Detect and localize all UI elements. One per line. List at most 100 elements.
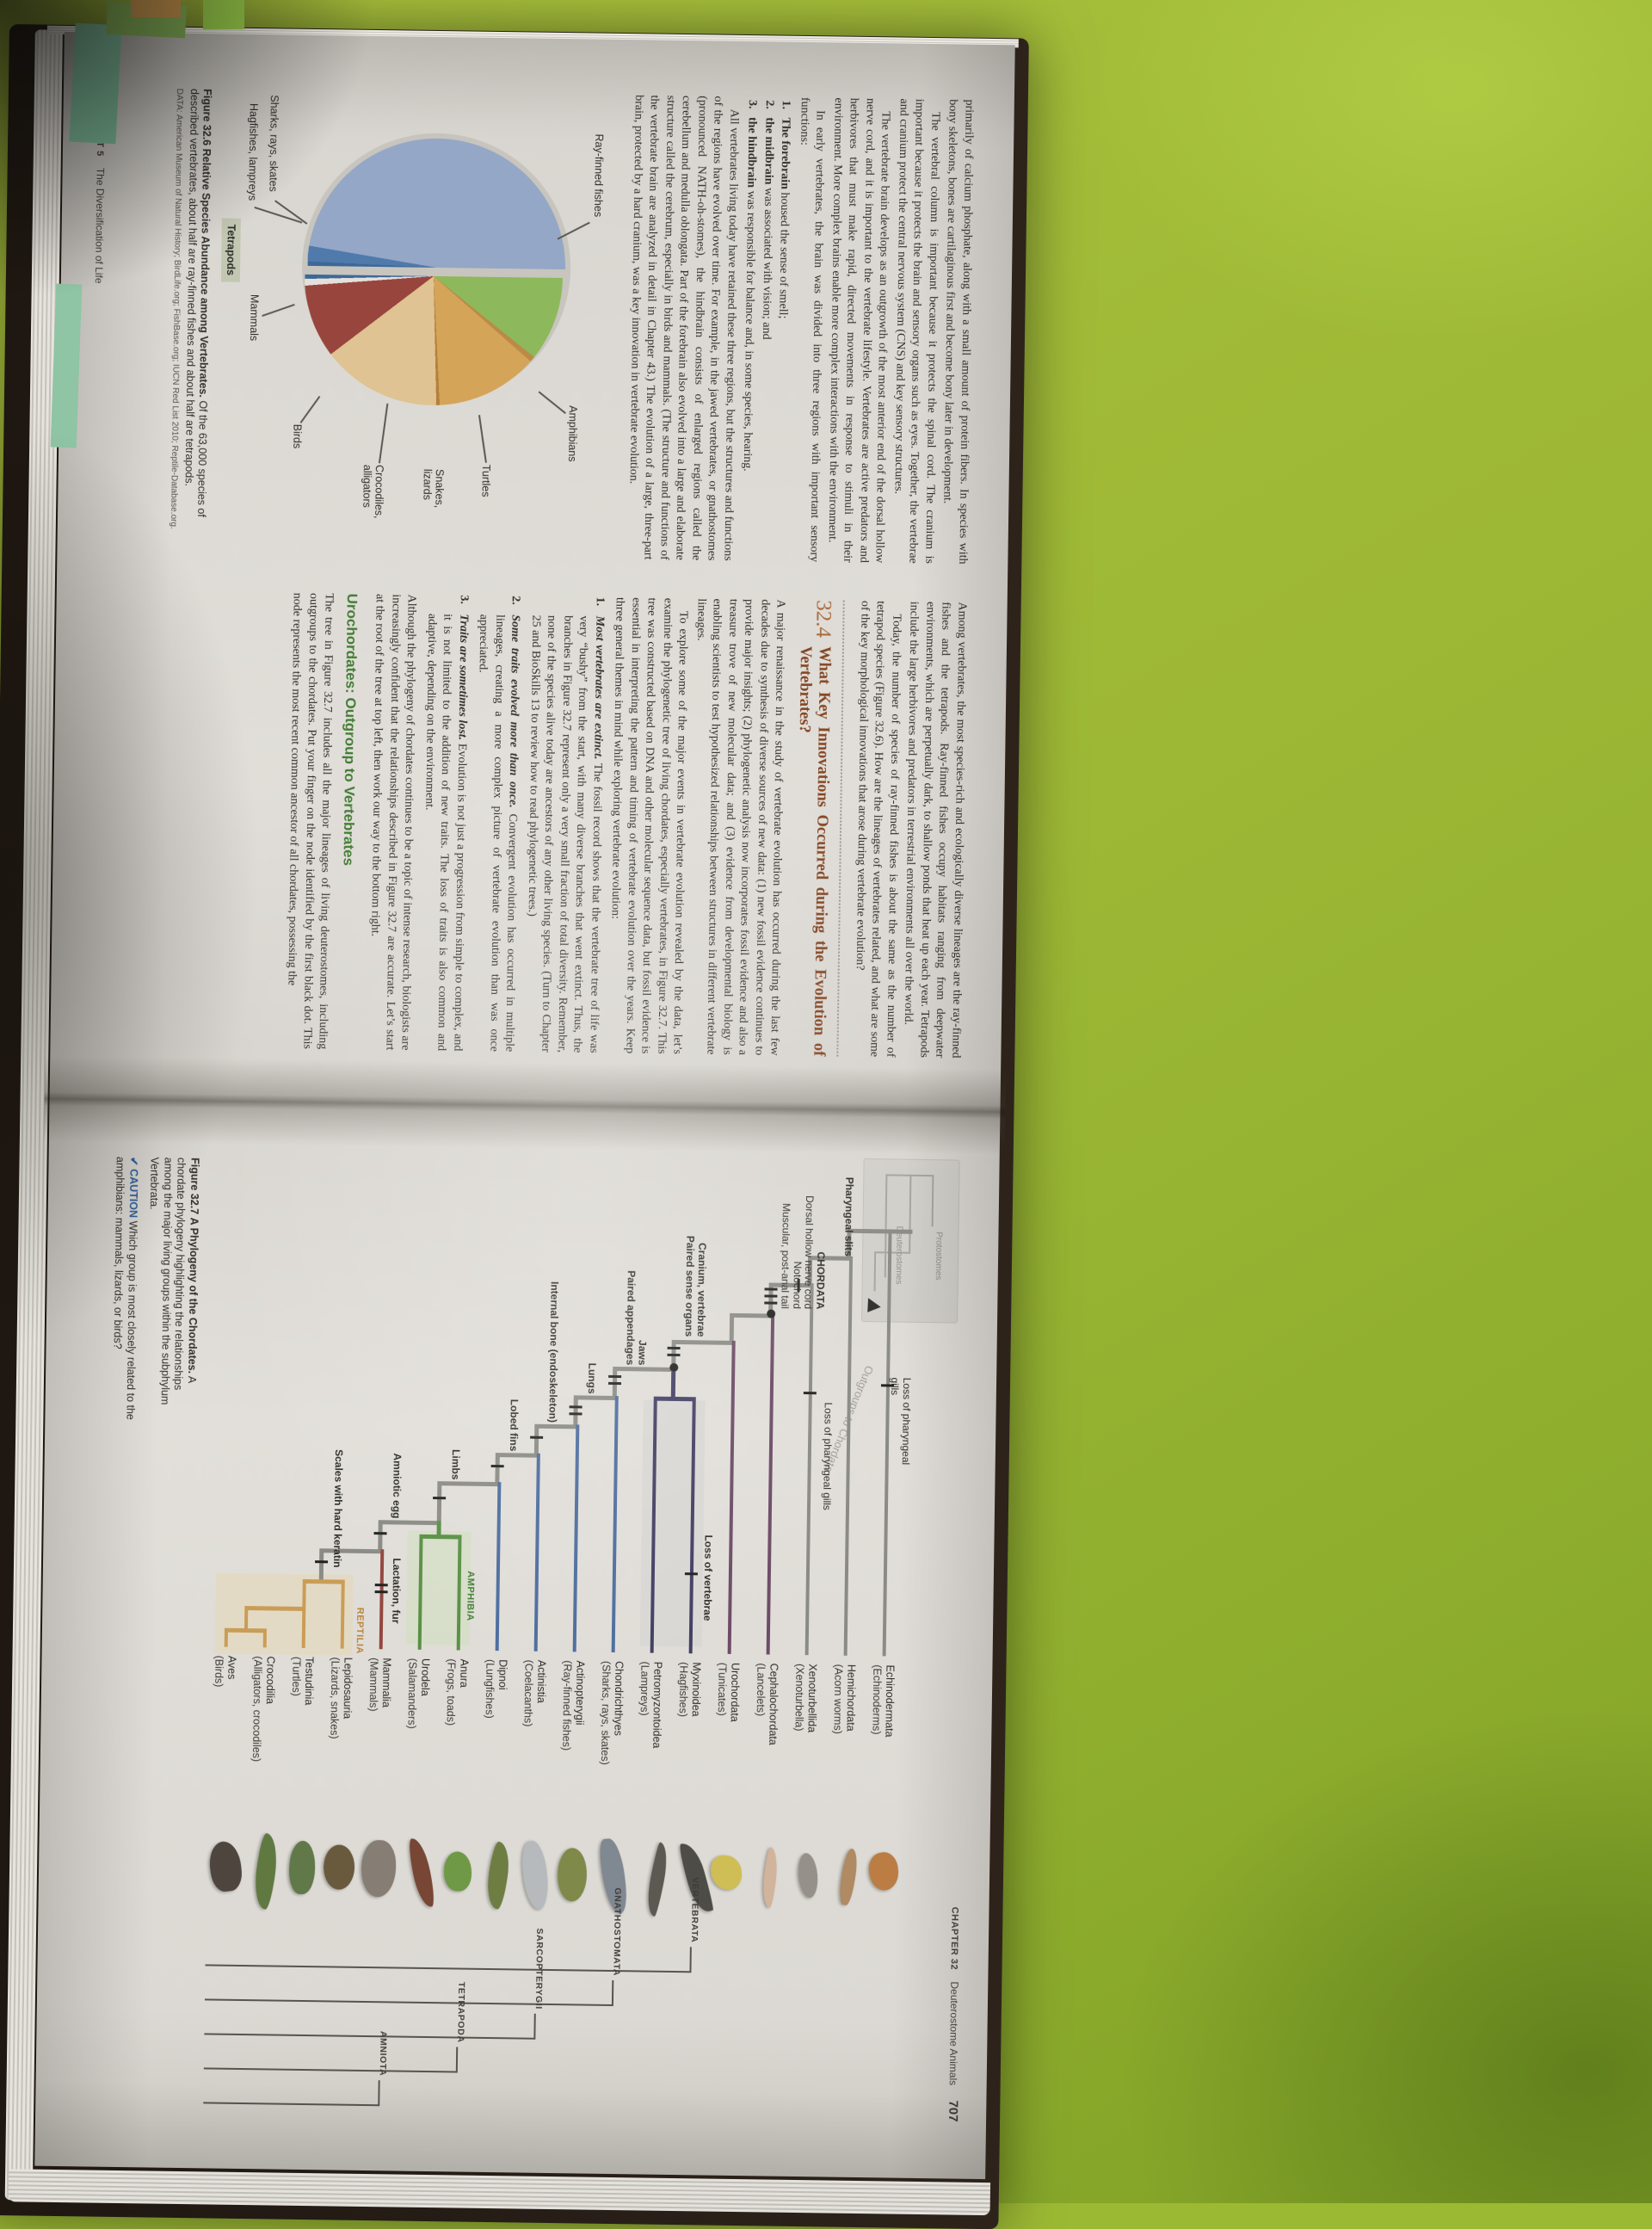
trait-appendages-line: Paired appendages [624, 1270, 638, 1366]
tip-anura: Anura (Frogs, toads) [443, 1658, 471, 1826]
tip-name: Actinistia [534, 1659, 548, 1703]
tip-common: (Ray-finned fishes) [560, 1660, 575, 1751]
pie-label-turtles: Turtles [479, 464, 493, 497]
list-body: was responsible for balance and, in some… [741, 188, 758, 472]
unit-title: The Diversification of Life [92, 167, 107, 284]
bold-term: the hindbrain [744, 116, 760, 188]
animal-image-acorn-worm [837, 1848, 860, 1906]
tip-name: Echinodermata [883, 1664, 897, 1738]
branch-cyclostome-vertical [653, 1396, 696, 1402]
list-body: housed the sense of smell; [776, 188, 792, 319]
tip-xenoturbellida: Xenoturbellida (Xenoturbella) [792, 1664, 819, 1831]
trait-cranium-line: Cranium, vertebrae [694, 1242, 709, 1337]
animal-image-bird [206, 1839, 244, 1893]
pie-label-amphibians: Amphibians [566, 405, 580, 462]
animal-image-crocodile [251, 1832, 280, 1911]
bold-term: the midbrain [761, 117, 776, 185]
list-number: 3. [746, 99, 760, 109]
bracket-label-vertebrata: VERTEBRATA [688, 1877, 700, 1943]
pie-label-birds: Birds [291, 423, 305, 449]
paragraph: A major renaissance in the study of vert… [694, 598, 788, 1056]
hash-amniotic-egg [373, 1532, 387, 1535]
bracket-label-gnathostomata: GNATHOSTOMATA [611, 1887, 623, 1977]
tip-common: (Xenoturbella) [792, 1663, 806, 1732]
trait-internal-bone: Internal bone (endoskeleton) [546, 1281, 561, 1423]
tip-common: (Birds) [213, 1655, 226, 1688]
theme-item-2: 2. Some traits evolved more than once. C… [469, 596, 523, 1053]
tip-name: Urochordata [728, 1662, 742, 1722]
theme-item-3: 3. Traits are sometimes lost. Evolution … [417, 595, 472, 1052]
bracket-sarcopterygii [204, 2033, 536, 2040]
branch-chondrichthyes [611, 1395, 619, 1653]
tip-name: Myxinoidea [689, 1662, 703, 1717]
theme-lead: Some traits evolved more than once. [506, 614, 522, 808]
hash-lactation-2 [374, 1590, 388, 1594]
tip-name: Urodela [418, 1658, 432, 1696]
tree-branch [318, 1548, 324, 1584]
tip-lepidosauria: Lepidosauria (Lizards, snakes) [327, 1657, 354, 1825]
tip-urodela: Urodela (Salamanders) [404, 1658, 432, 1826]
paragraph: Among vertebrates, the most species-rich… [902, 601, 969, 1059]
tip-name: Hemichordata [844, 1664, 858, 1732]
tip-dipnoi: Dipnoi (Lungfishes) [482, 1659, 509, 1827]
tree-branch [497, 1453, 539, 1458]
hash-lungs-1 [569, 1405, 583, 1409]
bold-term: The forebrain [778, 117, 793, 190]
leader-line [274, 200, 308, 225]
pie-label-snakes-lizards: Snakes, lizards [421, 468, 447, 509]
caution-note: ✔ CAUTION Which group is most closely re… [109, 1157, 140, 1420]
branch-cephalochordata [766, 1313, 775, 1655]
list-text: the midbrain was associated with vision;… [757, 117, 776, 339]
hash-internal-bone [530, 1436, 544, 1439]
hash-appendages [607, 1381, 622, 1386]
animal-image-echinoderm [866, 1849, 902, 1892]
vertebrata-node-dot [669, 1362, 679, 1373]
branch-reptile-run-1 [302, 1578, 306, 1611]
tip-petromyzontoidea: Petromyzontoidea (Lampreys) [637, 1661, 663, 1829]
hash-loss-gills-2 [803, 1392, 817, 1395]
inset-deuterostomes-label: Deuterostomes [893, 1226, 904, 1285]
animal-image-lancelet [761, 1847, 780, 1909]
trait-limbs: Limbs [449, 1448, 462, 1480]
section-32-4-heading: 32.4 What Key Innovations Occurred durin… [791, 600, 835, 1057]
trait-loss-vertebrae: Loss of vertebrae [701, 1534, 715, 1621]
hash-scales [315, 1560, 329, 1564]
theme-lead: Most vertebrates are extinct. [591, 615, 607, 760]
tip-name: Testudinia [302, 1656, 316, 1706]
inset-branch [909, 1174, 912, 1252]
tip-name: Crocodilia [263, 1656, 277, 1705]
list-body: was associated with vision; and [759, 184, 775, 340]
tip-common: (Mammals) [367, 1658, 381, 1712]
pie-label-mammals: Mammals [248, 293, 262, 342]
tree-branch [849, 1228, 913, 1234]
tip-common: (Acorn worms) [831, 1664, 845, 1735]
branch-amphibia-vertical [419, 1534, 462, 1540]
figure-title: A Phylogeny of the Chordates. [186, 1217, 200, 1374]
figure-32-7-caption: Figure 32.7 A Phylogeny of the Chordates… [109, 1157, 201, 1421]
branch-xenoturbellida [804, 1283, 814, 1656]
amphibia-clade-label: AMPHIBIA [465, 1571, 476, 1621]
tip-common: (Lampreys) [638, 1661, 651, 1716]
hash-root-trait-2 [764, 1294, 778, 1298]
section-divider [836, 600, 846, 1057]
tip-common: (Coelacanths) [521, 1659, 536, 1727]
bracket-gnathostomata [204, 1998, 613, 2007]
trait-jaws-line: Jaws [636, 1339, 649, 1366]
branch-testudinia [301, 1606, 306, 1648]
bracket-hook [533, 2013, 536, 2040]
teal-page-tab [69, 22, 122, 145]
section-number: 32.4 [811, 600, 836, 639]
page-706-column-1: primarily of calcium phosphate, along wi… [168, 89, 977, 565]
inset-branch [884, 1174, 888, 1278]
paragraph: Today, the number of species of ray-finn… [853, 600, 903, 1058]
tip-common: (Salamanders) [405, 1658, 420, 1729]
page-706-column-2: Among vertebrates, the most species-rich… [280, 593, 969, 1059]
animal-image-tunicate [710, 1855, 743, 1891]
trait-nerve-cord: Dorsal hollow nerve cord [802, 1195, 817, 1310]
branch-reptile-vertical-2 [244, 1606, 306, 1612]
figure-label: Figure 32.7 [188, 1158, 201, 1215]
tip-testudinia: Testudinia (Turtles) [288, 1656, 316, 1825]
pie-label-crocodiles: Crocodiles, alligators [361, 464, 386, 519]
bracket-hook [611, 1980, 614, 2007]
reptilia-clade-label: REPTILIA [354, 1607, 366, 1654]
